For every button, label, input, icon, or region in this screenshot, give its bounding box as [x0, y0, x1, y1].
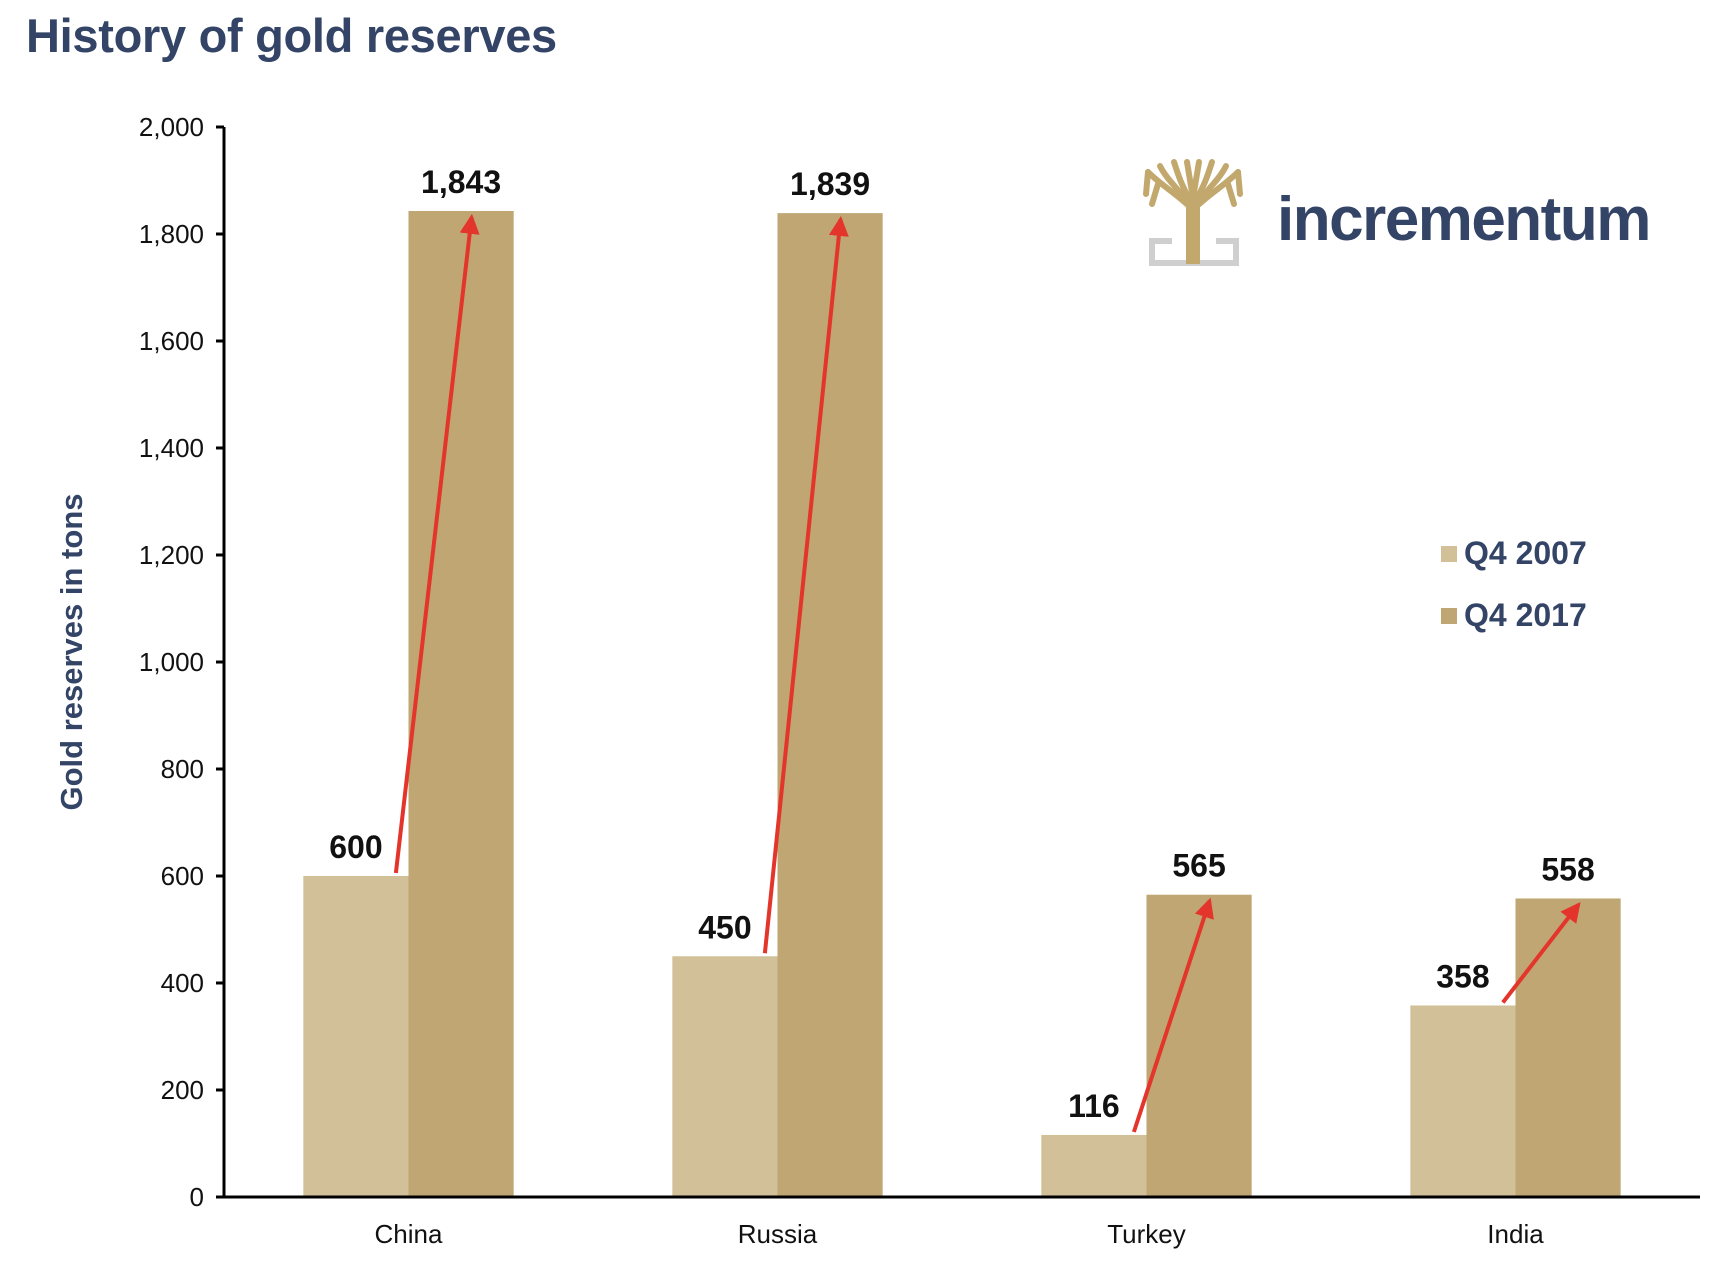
y-tick-label: 200: [161, 1075, 204, 1105]
bars-group: [303, 210, 1621, 1197]
data-label: 558: [1541, 851, 1594, 887]
growth-arrow-turkey: [1131, 897, 1214, 1133]
x-tick-label: Russia: [738, 1219, 818, 1249]
legend-swatch-q4-2017: [1441, 608, 1457, 624]
y-tick-label: 600: [161, 861, 204, 891]
data-label: 450: [698, 909, 751, 945]
bar-china-q4-2007: [303, 876, 409, 1197]
y-tick-label: 800: [161, 754, 204, 784]
data-labels-group: 600 1,843 450 1,839 116 565 358 558: [329, 164, 1595, 1124]
legend-label-q4-2017: Q4 2017: [1464, 597, 1587, 633]
x-tick-label: China: [375, 1219, 443, 1249]
data-label: 565: [1172, 848, 1225, 884]
bar-india-q4-2007: [1410, 1005, 1516, 1197]
incrementum-logo: incrementum: [1143, 159, 1651, 266]
chart-title: History of gold reserves: [26, 9, 557, 62]
bar-russia-q4-2017: [777, 213, 883, 1197]
x-axis-labels: China Russia Turkey India: [375, 1219, 1545, 1249]
y-tick-label: 1,200: [139, 540, 204, 570]
y-tick-label: 0: [190, 1182, 204, 1212]
legend: Q4 2007 Q4 2017: [1441, 535, 1587, 633]
y-tick-label: 1,400: [139, 433, 204, 463]
x-tick-label: Turkey: [1107, 1219, 1186, 1249]
y-tick-label: 1,800: [139, 219, 204, 249]
y-tick-label: 1,600: [139, 326, 204, 356]
y-tick-label: 400: [161, 968, 204, 998]
x-tick-label: India: [1487, 1219, 1544, 1249]
bar-turkey-q4-2007: [1041, 1134, 1147, 1197]
y-tick-label: 2,000: [139, 112, 204, 142]
legend-label-q4-2007: Q4 2007: [1464, 535, 1587, 571]
data-label: 1,839: [790, 166, 870, 202]
bar-china-q4-2017: [408, 210, 514, 1197]
y-axis-title: Gold reserves in tons: [54, 494, 89, 811]
brand-name: incrementum: [1277, 185, 1650, 254]
data-label: 1,843: [421, 164, 501, 200]
growth-arrow-china: [393, 213, 480, 874]
growth-arrow-russia: [762, 215, 849, 954]
y-tick-label: 1,000: [139, 647, 204, 677]
bar-russia-q4-2007: [672, 956, 778, 1197]
arrows-group: [393, 213, 1581, 1133]
data-label: 116: [1068, 1088, 1120, 1124]
data-label: 600: [329, 829, 382, 865]
tree-icon: [1143, 159, 1243, 266]
legend-swatch-q4-2007: [1441, 546, 1457, 562]
data-label: 358: [1436, 958, 1489, 994]
bar-india-q4-2017: [1515, 898, 1621, 1197]
growth-arrow-india: [1501, 901, 1581, 1004]
y-axis-ticks: 0 200 400 600 800 1,000 1,200 1,400 1,600 1,800 2,…: [139, 112, 224, 1212]
